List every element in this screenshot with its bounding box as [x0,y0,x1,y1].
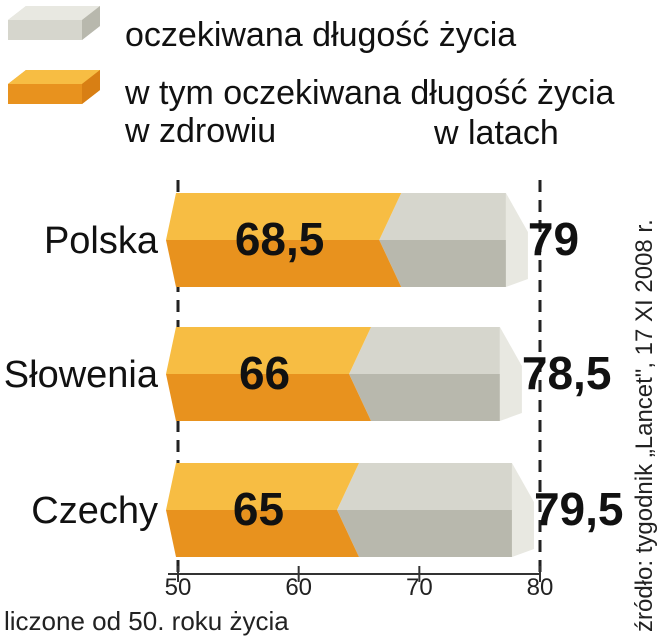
bar-label-healthy: 66 [239,347,290,399]
bar-total [349,327,522,421]
legend-swatch-healthy [8,70,100,104]
source-note: źródło: tygodnik „Lancet", 17 XI 2008 r. [631,219,658,632]
bar-label-total: 79 [528,213,579,265]
category-label: Słowenia [4,354,159,396]
category-label: Czechy [31,490,158,532]
bars-group: 68,5 79 Polska 66 78,5 Słowenia 65 79,5 Czechy [4,193,623,557]
bar-total [337,463,534,557]
legend-label-total: oczekiwana długość życia [125,16,516,54]
bar-healthy [166,193,402,287]
x-tick-label: 80 [527,574,554,601]
bar-row-0: 68,5 79 Polska [44,193,579,287]
bar-label-total: 79,5 [534,483,624,535]
footnote: liczone od 50. roku życia [4,606,289,636]
bar-label-healthy: 65 [233,483,284,535]
bar-label-total: 78,5 [522,347,612,399]
x-tick-label: 70 [406,574,433,601]
bar-total [379,193,528,287]
x-tick-label: 60 [285,574,312,601]
legend-swatch-total [8,6,100,40]
x-tick-label: 50 [165,574,192,601]
bar-row-2: 65 79,5 Czechy [31,463,623,557]
bar-label-healthy: 68,5 [235,213,325,265]
legend-label-healthy-line1: w tym oczekiwana długość życia [124,74,615,112]
category-label: Polska [44,220,159,262]
unit-label: w latach [433,114,559,152]
bar-healthy [166,463,359,557]
bar-healthy [166,327,372,421]
legend-label-healthy-line2: w zdrowiu [124,112,276,150]
legend: oczekiwana długość życia w tym oczekiwan… [8,6,615,150]
bar-row-1: 66 78,5 Słowenia [4,327,612,421]
x-ticks-group: 50 60 70 80 [165,566,554,601]
